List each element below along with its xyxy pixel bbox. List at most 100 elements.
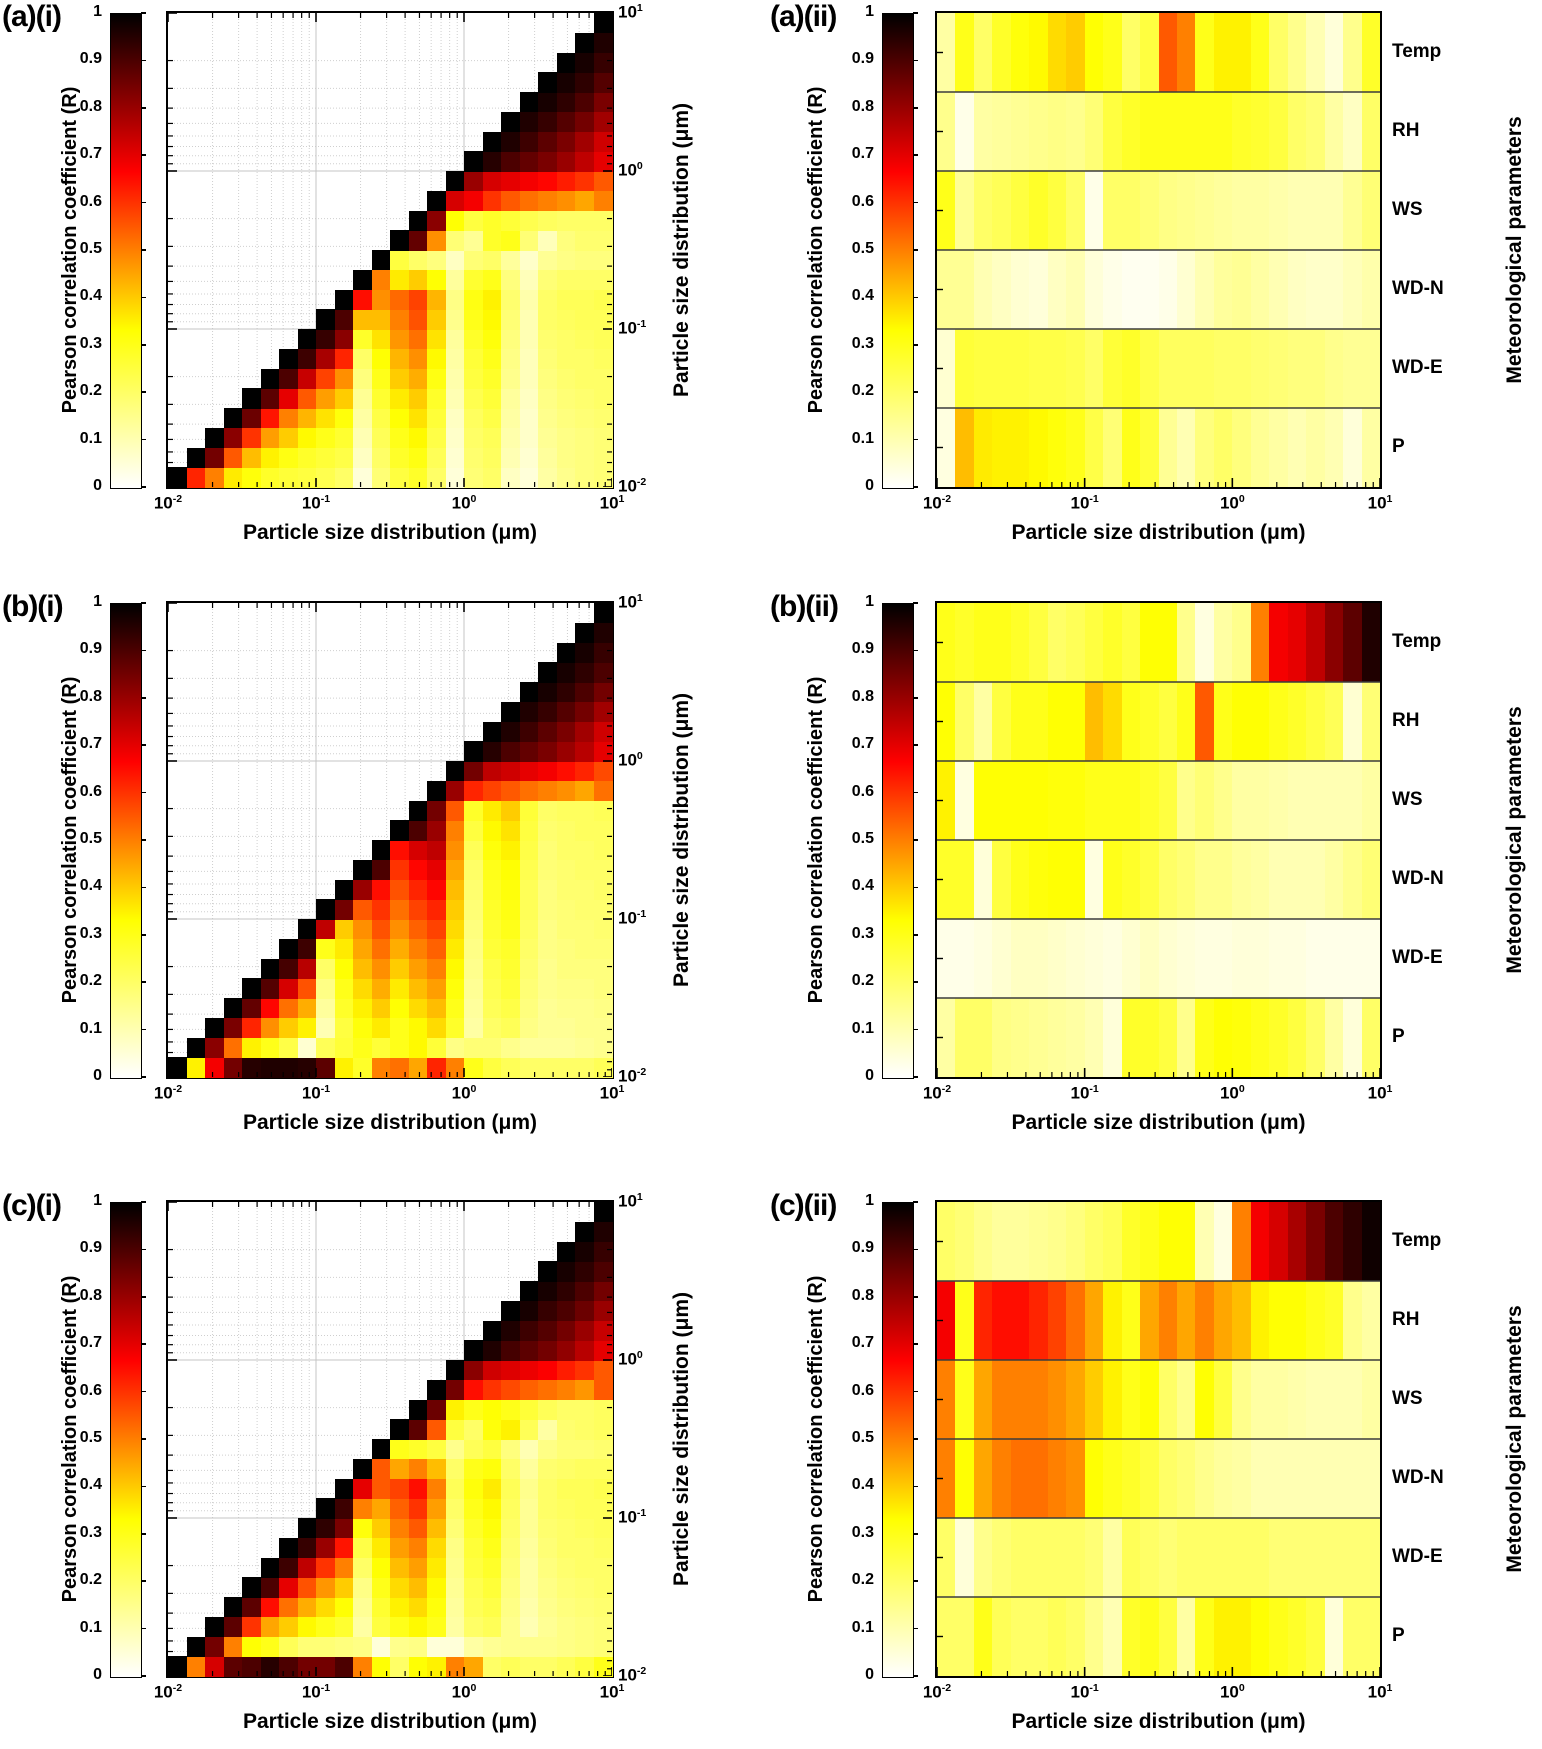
heatmap-cell bbox=[353, 348, 372, 369]
colorbar-tick-label: 0.5 bbox=[851, 240, 874, 257]
colorbar-tick bbox=[913, 791, 918, 794]
heatmap-cell bbox=[482, 1037, 502, 1058]
heatmap-cell bbox=[556, 52, 576, 73]
heatmap-cell bbox=[408, 269, 428, 290]
heatmap-cell bbox=[242, 408, 261, 429]
colorbar-tick-label: 0.6 bbox=[851, 782, 874, 800]
heatmap-cell bbox=[427, 309, 446, 330]
heatmap-cell bbox=[538, 1037, 557, 1058]
heatmap-cell bbox=[538, 447, 557, 468]
heatmap-cell bbox=[390, 348, 409, 369]
heatmap-cell bbox=[538, 190, 557, 211]
heatmap-cell bbox=[371, 309, 391, 330]
heatmap-cell bbox=[1010, 171, 1030, 250]
heatmap-cell bbox=[575, 72, 594, 93]
heatmap-cell bbox=[1140, 171, 1159, 250]
heatmap-cell bbox=[482, 171, 502, 192]
colorbar-tick-label: 0.6 bbox=[79, 192, 102, 210]
heatmap-cell bbox=[464, 250, 483, 271]
met-row-label: WD-E bbox=[1392, 946, 1443, 968]
heatmap-cell bbox=[260, 1037, 280, 1058]
heatmap-cell bbox=[482, 289, 502, 310]
heatmap-cell bbox=[1213, 329, 1233, 408]
heatmap-cell bbox=[538, 171, 557, 192]
heatmap-cell bbox=[1010, 329, 1030, 408]
heatmap-cell bbox=[1232, 13, 1252, 92]
heatmap-cell bbox=[501, 111, 520, 132]
heatmap-cell bbox=[1213, 250, 1233, 329]
heatmap-cell bbox=[955, 408, 975, 487]
heatmap-cell bbox=[1084, 171, 1104, 250]
heatmap-cell bbox=[556, 408, 576, 429]
heatmap-cell bbox=[1066, 13, 1086, 92]
heatmap-cell bbox=[445, 388, 465, 409]
heatmap-cell bbox=[390, 309, 409, 330]
heatmap-cell bbox=[427, 210, 446, 231]
x-tick-label: 100 bbox=[1219, 1682, 1245, 1702]
colorbar-tick bbox=[913, 486, 918, 488]
heatmap-cell bbox=[538, 329, 557, 350]
heatmap-cell bbox=[1158, 408, 1178, 487]
heatmap-cell bbox=[575, 171, 594, 192]
heatmap-cell bbox=[482, 210, 502, 231]
ticks-svg bbox=[937, 1240, 1380, 1676]
heatmap-cell bbox=[1010, 408, 1030, 487]
heatmap-cell bbox=[316, 309, 335, 330]
heatmap-cell bbox=[1250, 171, 1270, 250]
heatmap-cell bbox=[556, 329, 576, 350]
heatmap-cell bbox=[279, 368, 298, 389]
heatmap-cell bbox=[1066, 171, 1086, 250]
colorbar-tick bbox=[141, 249, 146, 251]
heatmap-cell bbox=[1324, 92, 1344, 171]
heatmap-cell bbox=[390, 368, 409, 389]
heatmap-cell bbox=[464, 1037, 483, 1058]
heatmap-cell bbox=[1158, 171, 1178, 250]
met-row-label: WD-E bbox=[1392, 356, 1443, 378]
colorbar-tick-label: 0 bbox=[865, 1067, 874, 1084]
heatmap-cell bbox=[316, 388, 335, 409]
colorbar-tick bbox=[913, 296, 918, 299]
met-row-label: RH bbox=[1392, 119, 1420, 141]
heatmap-cell bbox=[937, 92, 956, 171]
heatmap-cell bbox=[973, 13, 993, 92]
heatmap-cell bbox=[1066, 92, 1086, 171]
heatmap-cell bbox=[1287, 13, 1307, 92]
heatmap-cell bbox=[168, 1057, 187, 1078]
heatmap-cell bbox=[427, 289, 446, 310]
heatmap-cell bbox=[1250, 13, 1270, 92]
heatmap-cell bbox=[1213, 92, 1233, 171]
heatmap-cell bbox=[501, 467, 520, 488]
heatmap-cell bbox=[1269, 329, 1289, 408]
heatmap-cell bbox=[353, 309, 372, 330]
heatmap-cell bbox=[408, 309, 428, 330]
met-row-label: WD-N bbox=[1392, 867, 1444, 889]
heatmap-cell bbox=[482, 269, 502, 290]
heatmap-cell bbox=[408, 230, 428, 251]
colorbar-tick bbox=[141, 201, 146, 204]
colorbar-tick-label: 0.9 bbox=[851, 640, 874, 658]
heatmap-cell bbox=[973, 408, 993, 487]
heatmap-cell bbox=[1121, 92, 1141, 171]
heatmap-cell bbox=[501, 230, 520, 251]
heatmap-cell bbox=[501, 447, 520, 468]
heatmap-cell bbox=[973, 171, 993, 250]
heatmap-cell bbox=[1029, 329, 1049, 408]
heatmap-cell bbox=[501, 309, 520, 330]
heatmap-cell bbox=[593, 92, 613, 113]
heatmap-cell bbox=[1287, 92, 1307, 171]
colorbar-tick bbox=[913, 744, 918, 746]
heatmap-cell bbox=[519, 408, 539, 429]
heatmap-cell bbox=[593, 269, 613, 290]
colorbar-tick bbox=[913, 1028, 918, 1031]
heatmap-cell bbox=[1176, 13, 1196, 92]
heatmap-cell bbox=[1306, 92, 1326, 171]
heatmap-cell bbox=[353, 447, 372, 468]
heatmap-cell bbox=[279, 1037, 298, 1058]
heatmap-cell bbox=[593, 72, 613, 93]
colorbar-tick-label: 0.7 bbox=[851, 735, 874, 753]
heatmap-cell bbox=[242, 1057, 261, 1078]
colorbar-tick bbox=[913, 201, 918, 204]
heatmap-cell bbox=[242, 388, 261, 409]
heatmap-cell bbox=[575, 408, 594, 429]
heatmap-cell bbox=[501, 427, 520, 448]
